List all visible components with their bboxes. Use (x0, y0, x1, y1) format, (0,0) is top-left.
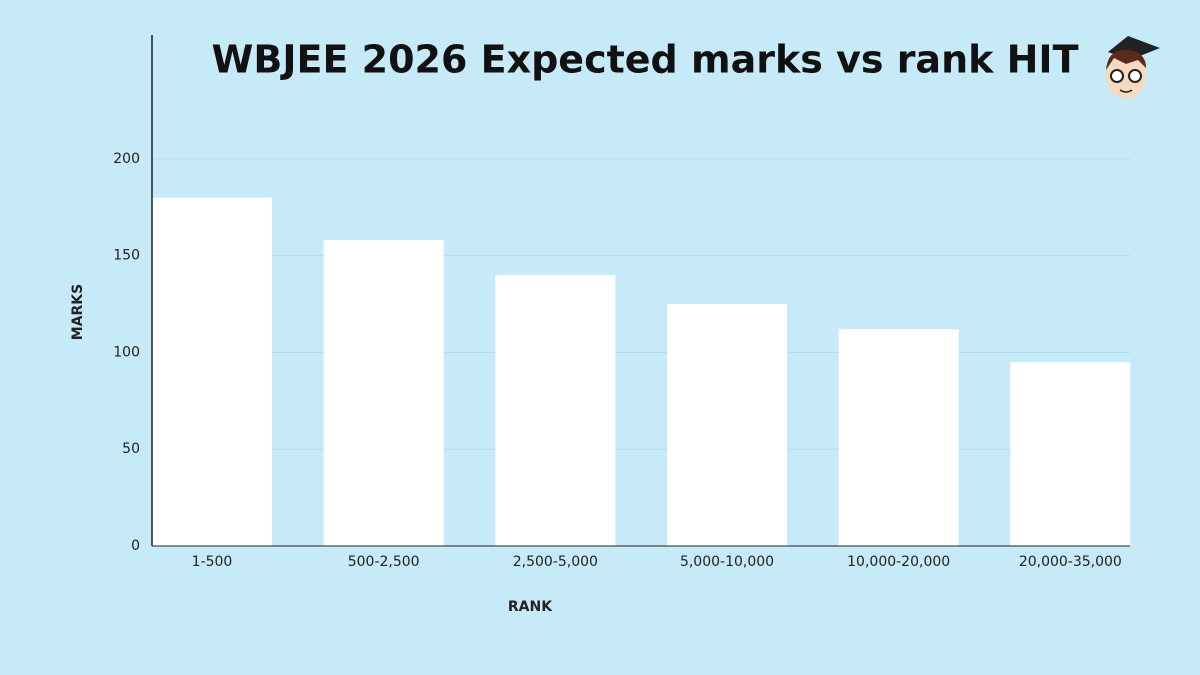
x-tick-label: 2,500-5,000 (513, 554, 598, 570)
x-tick-label: 20,000-35,000 (1019, 554, 1122, 570)
y-axis-label: MARKS (70, 284, 86, 340)
chart-title: WBJEE 2026 Expected marks vs rank HIT (211, 38, 1078, 82)
y-tick-label: 100 (113, 344, 140, 360)
x-tick-label: 10,000-20,000 (847, 554, 950, 570)
x-tick-label: 500-2,500 (348, 554, 420, 570)
bar (838, 329, 959, 546)
x-tick-label: 1-500 (192, 554, 233, 570)
bar (152, 197, 272, 546)
bar (667, 304, 787, 546)
y-tick-label: 200 (113, 151, 140, 167)
bar (495, 275, 616, 546)
y-tick-label: 0 (131, 538, 140, 554)
y-tick-label: 150 (113, 248, 140, 264)
bar (1010, 362, 1131, 546)
bar (323, 240, 444, 546)
x-tick-label: 5,000-10,000 (680, 554, 774, 570)
y-tick-label: 50 (122, 441, 140, 457)
mascot-icon (1106, 36, 1160, 99)
x-axis-label: RANK (508, 599, 553, 615)
